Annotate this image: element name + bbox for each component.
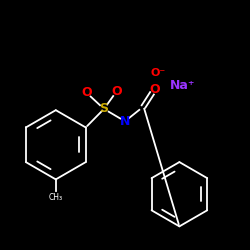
Text: O: O xyxy=(111,85,122,98)
Text: O⁻: O⁻ xyxy=(151,68,166,78)
Text: O: O xyxy=(149,83,160,96)
Text: Na⁺: Na⁺ xyxy=(170,79,196,92)
Text: CH₃: CH₃ xyxy=(49,193,63,202)
Text: S: S xyxy=(100,102,108,116)
Text: O: O xyxy=(81,86,92,99)
Text: N: N xyxy=(120,115,130,128)
